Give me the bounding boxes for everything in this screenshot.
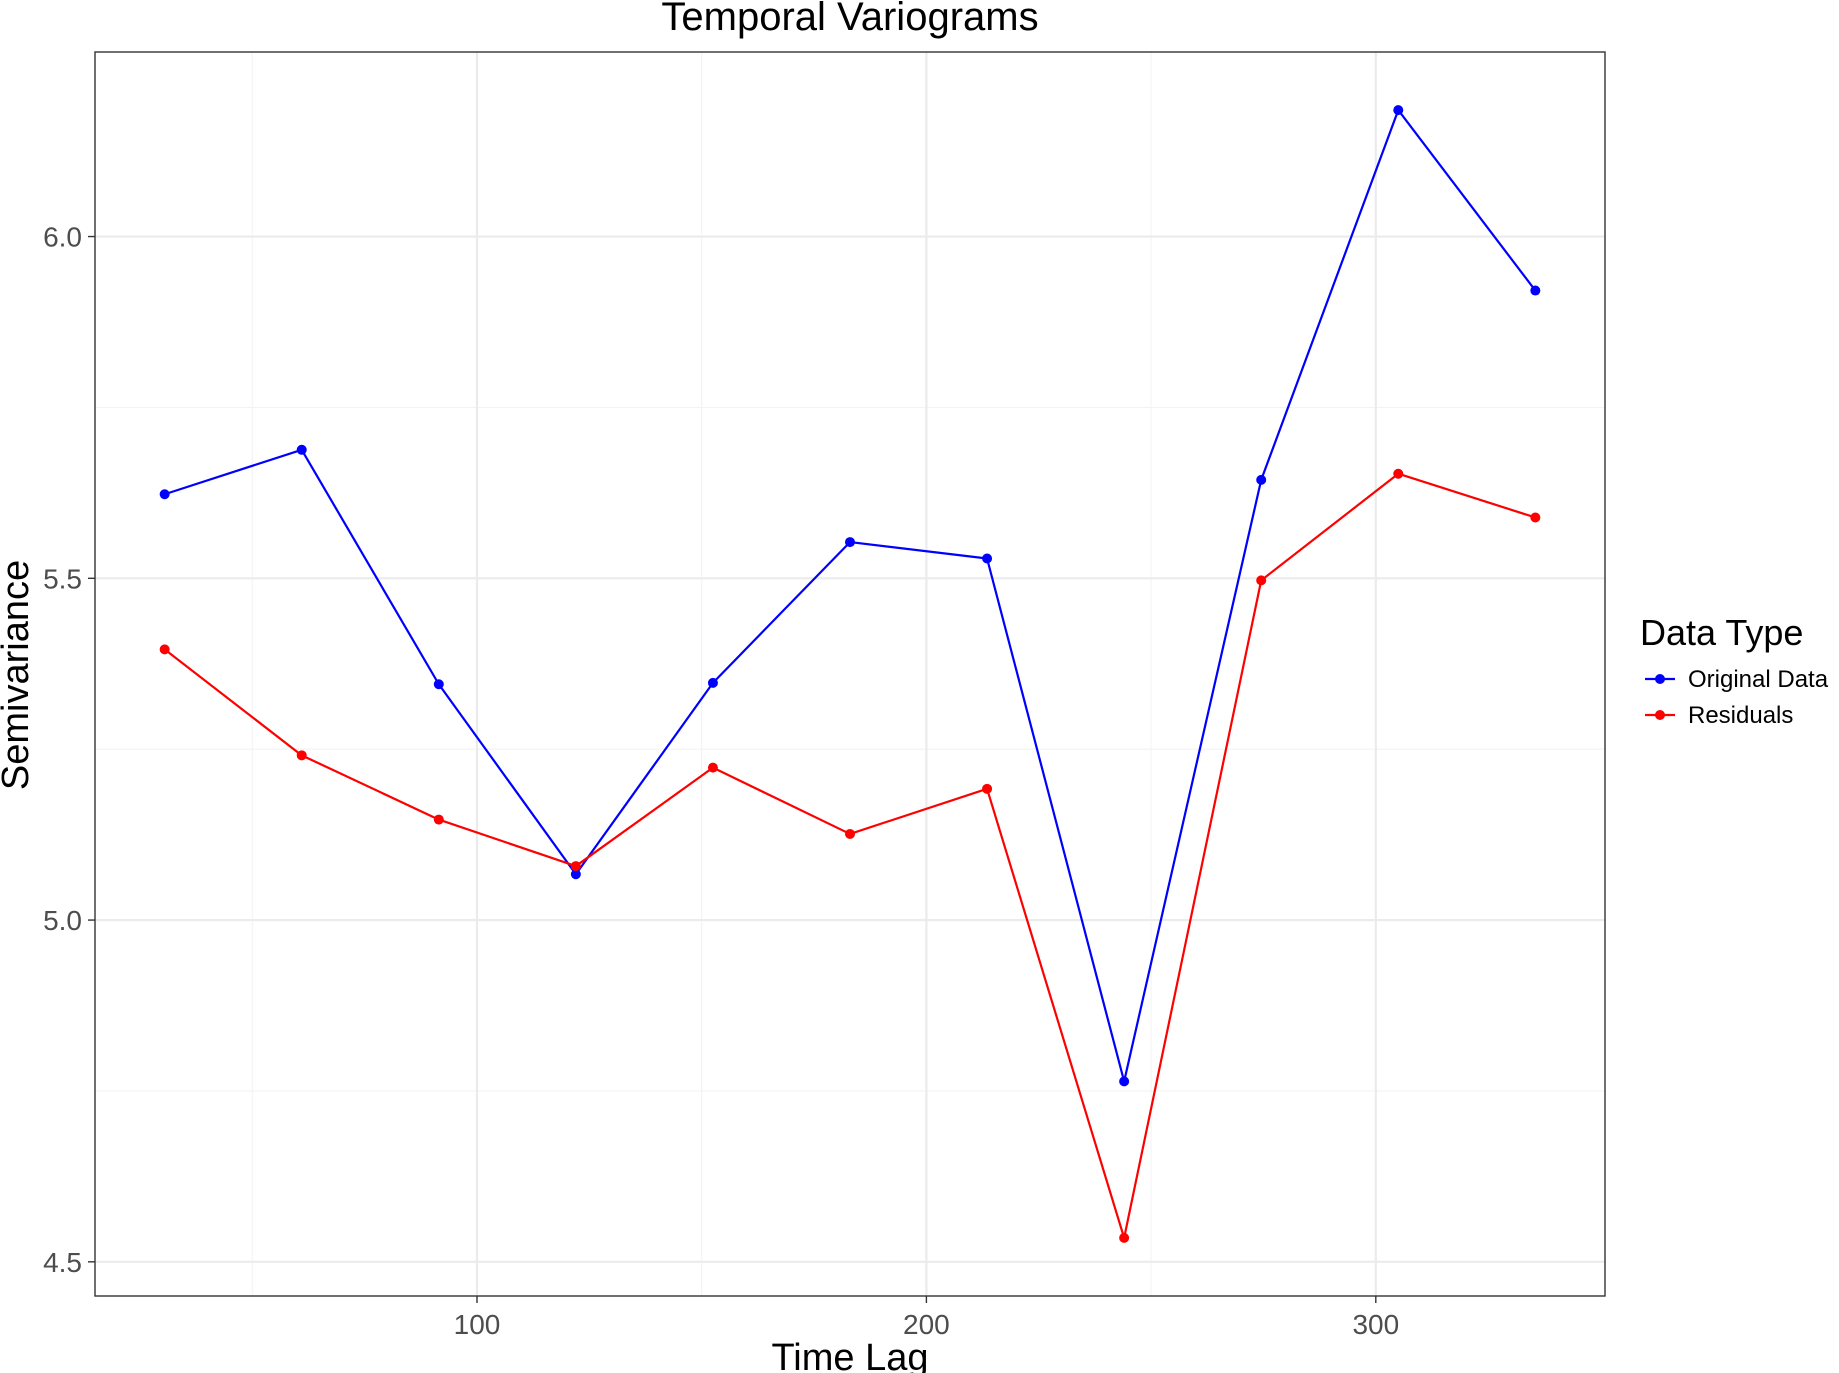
legend: Data Type Original Data Residuals xyxy=(1640,612,1829,729)
residuals-point xyxy=(845,828,855,839)
y-axis-title: Semivariance xyxy=(0,560,37,790)
residuals-point xyxy=(1119,1232,1130,1243)
residuals-point xyxy=(296,750,307,761)
legend-key-point xyxy=(1655,710,1665,720)
residuals-point xyxy=(1256,575,1267,586)
original-data-point xyxy=(1119,1076,1130,1087)
x-axis-ticks: 100 200 300 xyxy=(454,1296,1399,1340)
residuals-point xyxy=(159,644,170,655)
y-axis-ticks: 4.5 5.0 5.5 6.0 xyxy=(43,222,95,1278)
original-data-point xyxy=(1393,105,1404,116)
x-axis-title: Time Lag xyxy=(772,1337,929,1373)
original-data-point xyxy=(433,679,444,690)
y-tick-label: 5.5 xyxy=(43,563,82,594)
residuals-point xyxy=(1530,512,1541,523)
series-layer xyxy=(159,105,1541,1243)
y-tick-label: 6.0 xyxy=(43,222,82,253)
panel-border xyxy=(94,51,1606,1297)
original-data-point xyxy=(296,444,307,455)
major-gridlines xyxy=(95,52,1605,1296)
legend-item-residuals: Residuals xyxy=(1645,702,1793,729)
legend-key-point xyxy=(1655,674,1665,684)
legend-label: Original Data xyxy=(1688,666,1829,693)
x-tick-label: 300 xyxy=(1352,1309,1399,1340)
y-tick-label: 5.0 xyxy=(43,905,82,936)
legend-title: Data Type xyxy=(1640,612,1803,653)
residuals-point xyxy=(1393,468,1404,479)
legend-item-original-data: Original Data xyxy=(1645,666,1829,693)
residuals-point xyxy=(433,814,444,825)
original-data-point xyxy=(845,537,855,548)
legend-label: Residuals xyxy=(1688,702,1793,729)
residuals-point xyxy=(570,861,581,872)
original-data-point xyxy=(707,677,718,688)
minor-gridlines xyxy=(95,52,1605,1296)
x-tick-label: 200 xyxy=(903,1309,950,1340)
x-tick-label: 100 xyxy=(454,1309,501,1340)
chart-title: Temporal Variograms xyxy=(661,0,1038,39)
legend-items: Original Data Residuals xyxy=(1645,666,1829,729)
original-data-point xyxy=(159,489,170,500)
original-data-point xyxy=(1530,285,1541,296)
original-data-point xyxy=(1256,474,1267,485)
original-data-point xyxy=(570,869,581,880)
y-tick-label: 4.5 xyxy=(43,1247,82,1278)
original-data-point xyxy=(982,553,993,564)
residuals-point xyxy=(982,783,993,794)
residuals-point xyxy=(707,762,718,773)
